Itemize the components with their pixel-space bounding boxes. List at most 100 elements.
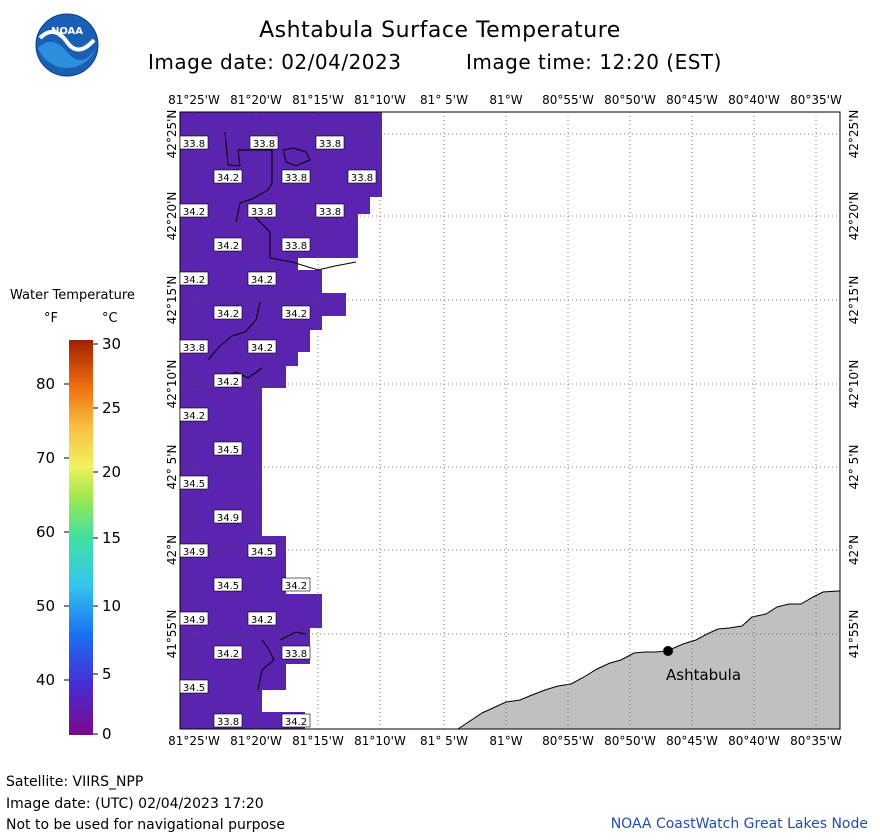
- temp-label: 34.5: [213, 577, 243, 592]
- page-title: Ashtabula Surface Temperature: [259, 18, 621, 43]
- temp-label: 34.2: [213, 237, 243, 252]
- longitude-label: 81°W: [489, 734, 522, 748]
- longitude-label: 81°25'W: [168, 93, 220, 107]
- longitude-label: 81°15'W: [292, 734, 344, 748]
- latitude-label: 42°25'N: [165, 110, 179, 159]
- svg-text:34.9: 34.9: [217, 513, 239, 524]
- disclaimer: Not to be used for navigational purpose: [6, 817, 285, 833]
- svg-text:33.8: 33.8: [285, 241, 307, 252]
- svg-text:33.8: 33.8: [253, 139, 275, 150]
- longitude-label: 81°20'W: [230, 93, 282, 107]
- svg-text:34.2: 34.2: [183, 411, 205, 422]
- city-label: Ashtabula: [666, 666, 741, 684]
- svg-text:34.2: 34.2: [285, 581, 307, 592]
- legend-f-tick: 80: [36, 375, 56, 393]
- temperature-labels: 33.8 33.8 33.8 34.2 33.8 33.8 34.2 33.8 33.8 34.2…: [179, 135, 377, 728]
- longitude-label: 80°45'W: [666, 734, 718, 748]
- svg-text:34.2: 34.2: [217, 241, 239, 252]
- legend-f-tick: 60: [36, 523, 56, 541]
- longitude-label: 81° 5'W: [420, 93, 468, 107]
- longitude-label: 80°35'W: [790, 734, 842, 748]
- svg-text:34.2: 34.2: [217, 173, 239, 184]
- svg-text:34.2: 34.2: [251, 615, 273, 626]
- temp-label: 33.8: [281, 169, 311, 184]
- svg-text:34.2: 34.2: [217, 649, 239, 660]
- svg-text:33.8: 33.8: [217, 717, 239, 728]
- temp-label: 33.8: [347, 169, 377, 184]
- legend-c-tick: 10: [102, 597, 122, 615]
- svg-text:33.8: 33.8: [183, 343, 205, 354]
- latitude-label: 42°N: [165, 535, 179, 565]
- latitude-label: 42°15'N: [165, 276, 179, 325]
- longitude-label: 81°10'W: [354, 93, 406, 107]
- legend-c-tick: 25: [102, 399, 122, 417]
- temp-label: 33.8: [249, 135, 279, 150]
- temp-label: 33.8: [179, 339, 209, 354]
- latitude-label: 41°55'N: [165, 610, 179, 659]
- legend-c-tick: 5: [102, 665, 112, 683]
- latitude-label: 42° 5'N: [847, 445, 861, 490]
- color-bar: [69, 340, 93, 735]
- legend-title: Water Temperature: [10, 288, 135, 303]
- svg-text:34.2: 34.2: [183, 207, 205, 218]
- latitude-label: 41°55'N: [847, 610, 861, 659]
- water-pixel-block: [180, 690, 262, 712]
- longitude-labels-top: 81°25'W 81°20'W 81°15'W 81°10'W 81° 5'W 81°W 8…: [168, 93, 842, 107]
- svg-text:34.5: 34.5: [183, 479, 205, 490]
- longitude-label: 81°W: [489, 93, 522, 107]
- svg-text:34.9: 34.9: [183, 547, 205, 558]
- longitude-label: 81°10'W: [354, 734, 406, 748]
- utc-date-label: Image date: (UTC) 02/04/2023 17:20: [6, 796, 264, 812]
- latitude-label: 42°10'N: [165, 360, 179, 409]
- svg-text:34.2: 34.2: [217, 309, 239, 320]
- temp-label: 34.5: [247, 543, 277, 558]
- latitude-label: 42°N: [847, 535, 861, 565]
- temp-label: 34.9: [179, 611, 209, 626]
- temp-label: 34.2: [179, 203, 209, 218]
- water-raster: [180, 112, 382, 729]
- svg-text:34.2: 34.2: [183, 275, 205, 286]
- legend-f-tick: 70: [36, 449, 56, 467]
- longitude-labels-bottom: 81°25'W 81°20'W 81°15'W 81°10'W 81° 5'W 81°W 8…: [168, 734, 842, 748]
- temp-label: 34.2: [213, 305, 243, 320]
- temp-label: 34.2: [247, 339, 277, 354]
- temp-label: 34.5: [213, 441, 243, 456]
- temp-label: 34.2: [281, 305, 311, 320]
- temp-label: 34.2: [179, 407, 209, 422]
- latitude-label: 42° 5'N: [165, 445, 179, 490]
- latitude-labels-left: 42°25'N 42°20'N 42°15'N 42°10'N 42° 5'N 42°N 4…: [165, 110, 179, 659]
- image-date: Image date: 02/04/2023: [148, 50, 402, 74]
- city-marker: [663, 646, 673, 656]
- latitude-label: 42°20'N: [847, 192, 861, 241]
- longitude-label: 80°50'W: [604, 734, 656, 748]
- legend-unit-c: °C: [102, 311, 118, 326]
- water-pixel-block: [180, 712, 305, 729]
- water-pixel-block: [180, 352, 298, 366]
- water-pixel-block: [180, 214, 358, 232]
- latitude-labels-right: 42°25'N 42°20'N 42°15'N 42°10'N 42° 5'N 42°N 4…: [847, 110, 861, 659]
- svg-text:33.8: 33.8: [351, 173, 373, 184]
- temp-label: 33.8: [281, 237, 311, 252]
- water-pixel-block: [180, 330, 310, 352]
- longitude-label: 81° 5'W: [420, 734, 468, 748]
- image-time: Image time: 12:20 (EST): [466, 50, 722, 74]
- water-pixel-block: [180, 112, 382, 197]
- temp-label: 34.9: [213, 509, 243, 524]
- satellite-label: Satellite: VIIRS_NPP: [6, 774, 144, 790]
- longitude-label: 81°15'W: [292, 93, 344, 107]
- svg-text:33.8: 33.8: [319, 139, 341, 150]
- longitude-label: 81°25'W: [168, 734, 220, 748]
- longitude-label: 80°40'W: [728, 734, 780, 748]
- longitude-label: 80°55'W: [542, 734, 594, 748]
- legend-c-tick: 20: [102, 463, 122, 481]
- temp-label: 34.2: [213, 169, 243, 184]
- svg-text:34.5: 34.5: [251, 547, 273, 558]
- temp-label: 34.2: [281, 713, 311, 728]
- legend-c-tick: 0: [102, 725, 112, 743]
- temp-label: 34.5: [179, 475, 209, 490]
- longitude-label: 80°50'W: [604, 93, 656, 107]
- temp-label: 33.8: [315, 203, 345, 218]
- longitude-label: 80°35'W: [790, 93, 842, 107]
- temp-label: 33.8: [315, 135, 345, 150]
